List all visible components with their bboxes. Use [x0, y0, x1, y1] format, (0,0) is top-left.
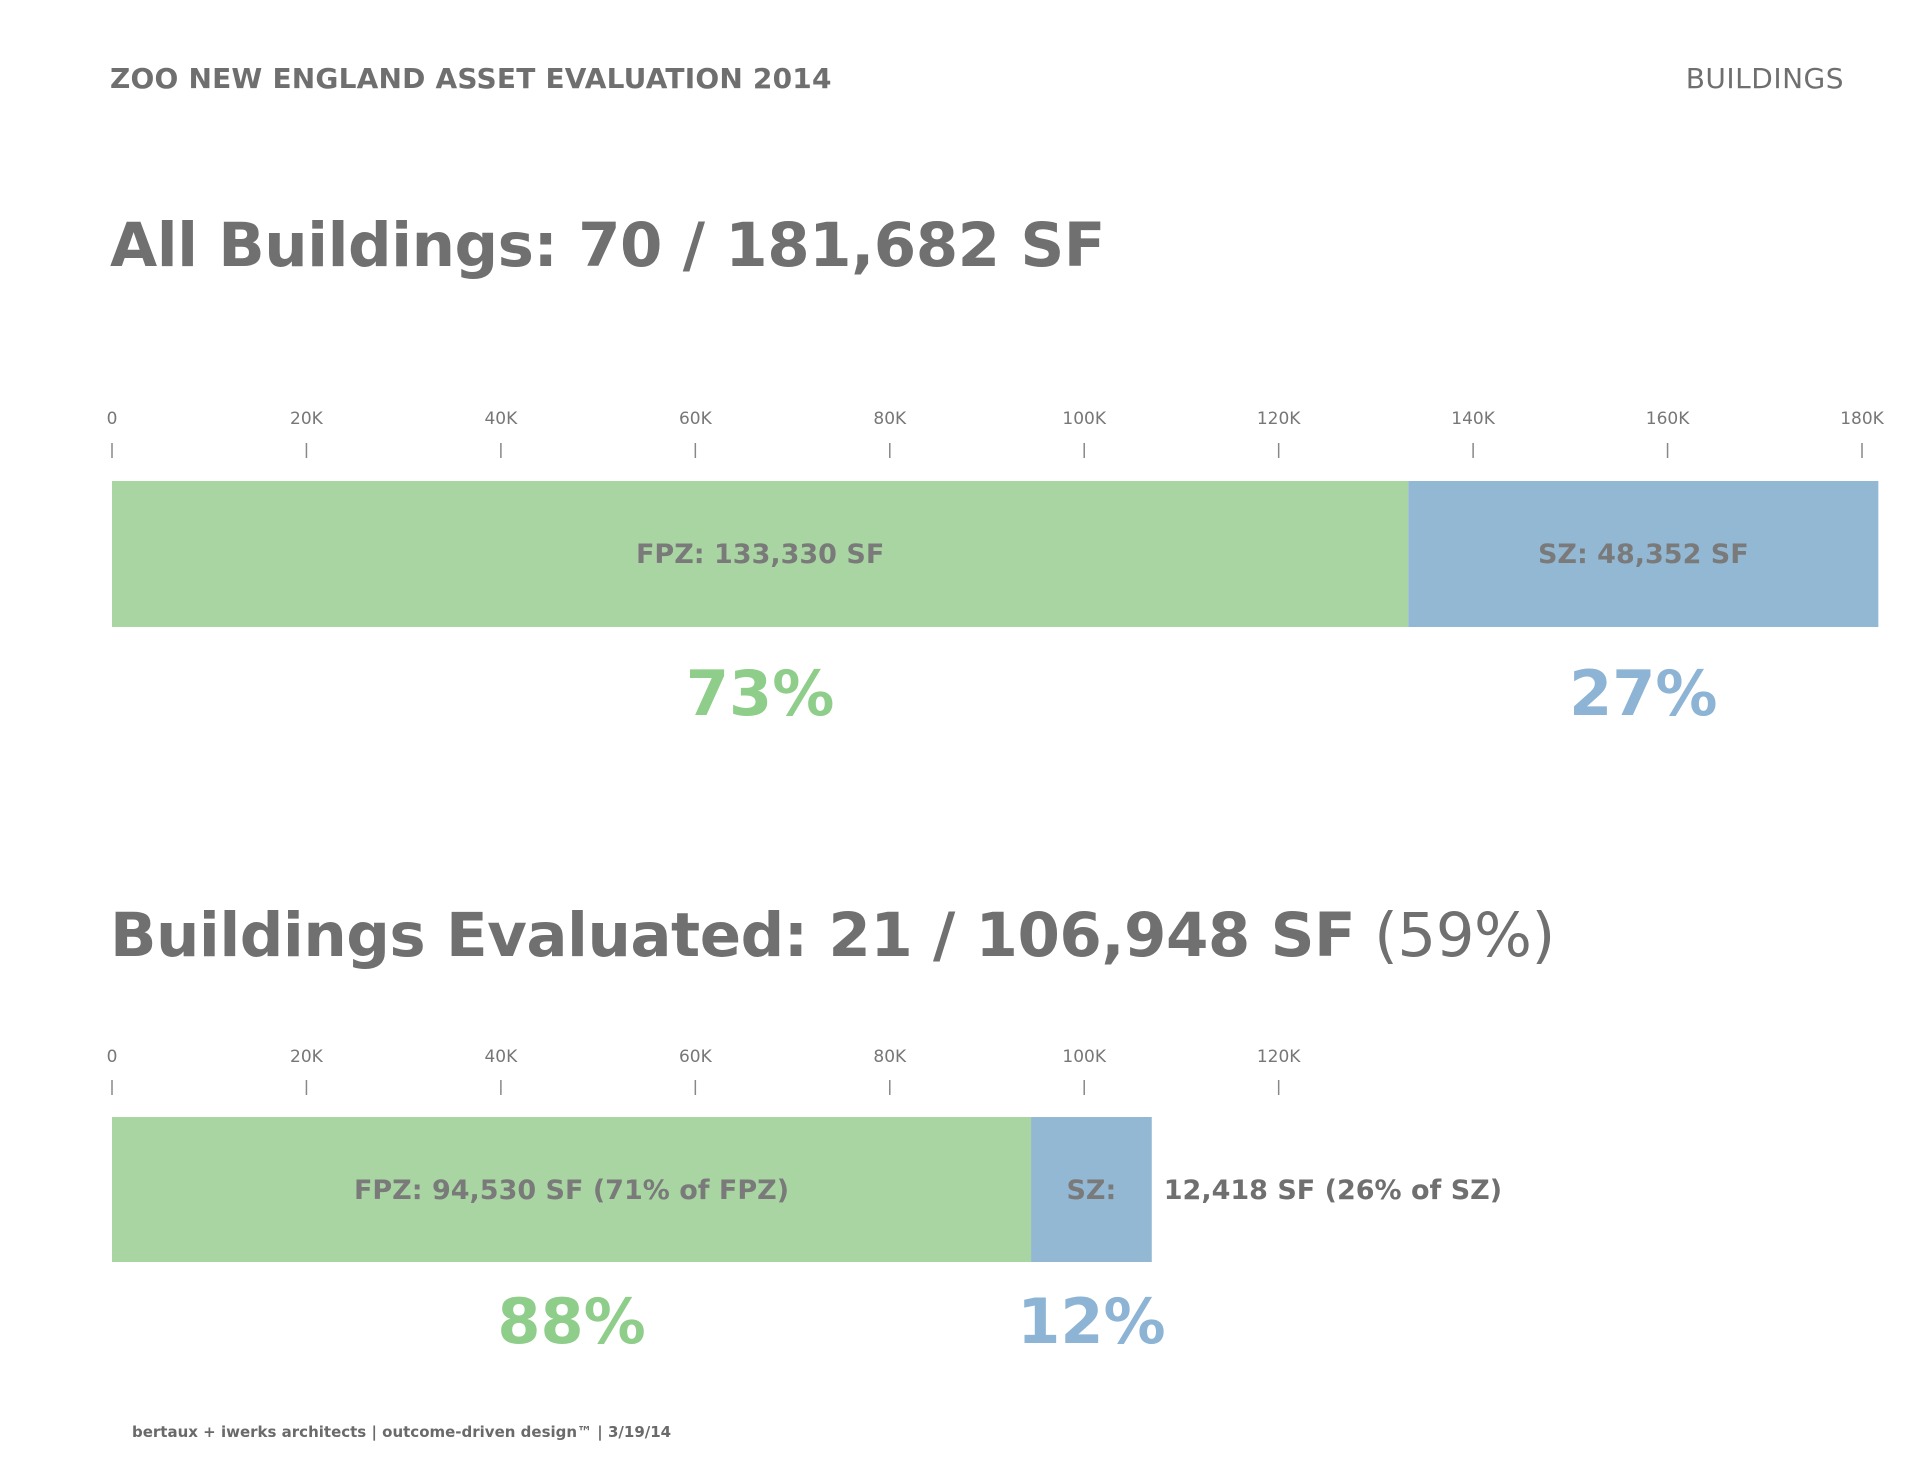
chart-1-tick-label: 180K: [1840, 409, 1884, 429]
chart-1-title: All Buildings: 70 / 181,682 SF: [110, 210, 1105, 281]
chart-1-tick-label: 160K: [1646, 409, 1690, 429]
chart-1-bar-fpz: [112, 481, 1409, 627]
chart-2-title: Buildings Evaluated: 21 / 106,948 SF (59…: [110, 900, 1555, 971]
chart-2-bar-outside-label-sz: 12,418 SF (26% of SZ): [1164, 1175, 1502, 1206]
footer-credit: bertaux + iwerks architects | outcome-dr…: [132, 1423, 672, 1441]
chart-1-tick-label: 40K: [484, 409, 518, 429]
section-label: BUILDINGS: [1685, 62, 1844, 95]
chart-1-tick-label: 140K: [1451, 409, 1495, 429]
document-header-title: ZOO NEW ENGLAND ASSET EVALUATION 2014: [110, 62, 832, 95]
chart-1-title-main: All Buildings: 70 / 181,682 SF: [110, 210, 1105, 281]
chart-1-tick-label: 80K: [873, 409, 907, 429]
chart-2-tick-label: 0: [107, 1047, 118, 1067]
chart-2-bar-label-sz: SZ:: [1066, 1175, 1116, 1206]
chart-2-title-suffix: (59%): [1355, 900, 1555, 971]
chart-2-tick-label: 80K: [873, 1047, 907, 1067]
chart-1-tick-label: 0: [107, 409, 118, 429]
chart-2-tick-label: 120K: [1257, 1047, 1301, 1067]
chart-2-percent-sz: 12%: [1017, 1285, 1165, 1358]
chart-1-bar-label-fpz: FPZ: 133,330 SF: [636, 539, 884, 570]
chart-1-tick-label: 20K: [290, 409, 324, 429]
chart-2-tick-label: 40K: [484, 1047, 518, 1067]
chart-1-tick-label: 100K: [1062, 409, 1106, 429]
chart-2-bar-sz: [1031, 1117, 1152, 1262]
chart-1-percent-sz: 27%: [1569, 657, 1717, 730]
chart-1-percent-fpz: 73%: [686, 657, 834, 730]
chart-1-bar-sz: [1408, 481, 1879, 627]
chart-2-bar-fpz: [112, 1117, 1032, 1262]
chart-2-bar-label-fpz: FPZ: 94,530 SF (71% of FPZ): [354, 1175, 789, 1206]
chart-1-tick-label: 120K: [1257, 409, 1301, 429]
chart-2-tick-label: 100K: [1062, 1047, 1106, 1067]
chart-2-tick-label: 20K: [290, 1047, 324, 1067]
chart-2-percent-fpz: 88%: [497, 1285, 645, 1358]
chart-2-title-main: Buildings Evaluated: 21 / 106,948 SF: [110, 900, 1356, 971]
chart-1-tick-label: 60K: [679, 409, 713, 429]
chart-1-bar-label-sz: SZ: 48,352 SF: [1538, 539, 1749, 570]
chart-2-tick-label: 60K: [679, 1047, 713, 1067]
